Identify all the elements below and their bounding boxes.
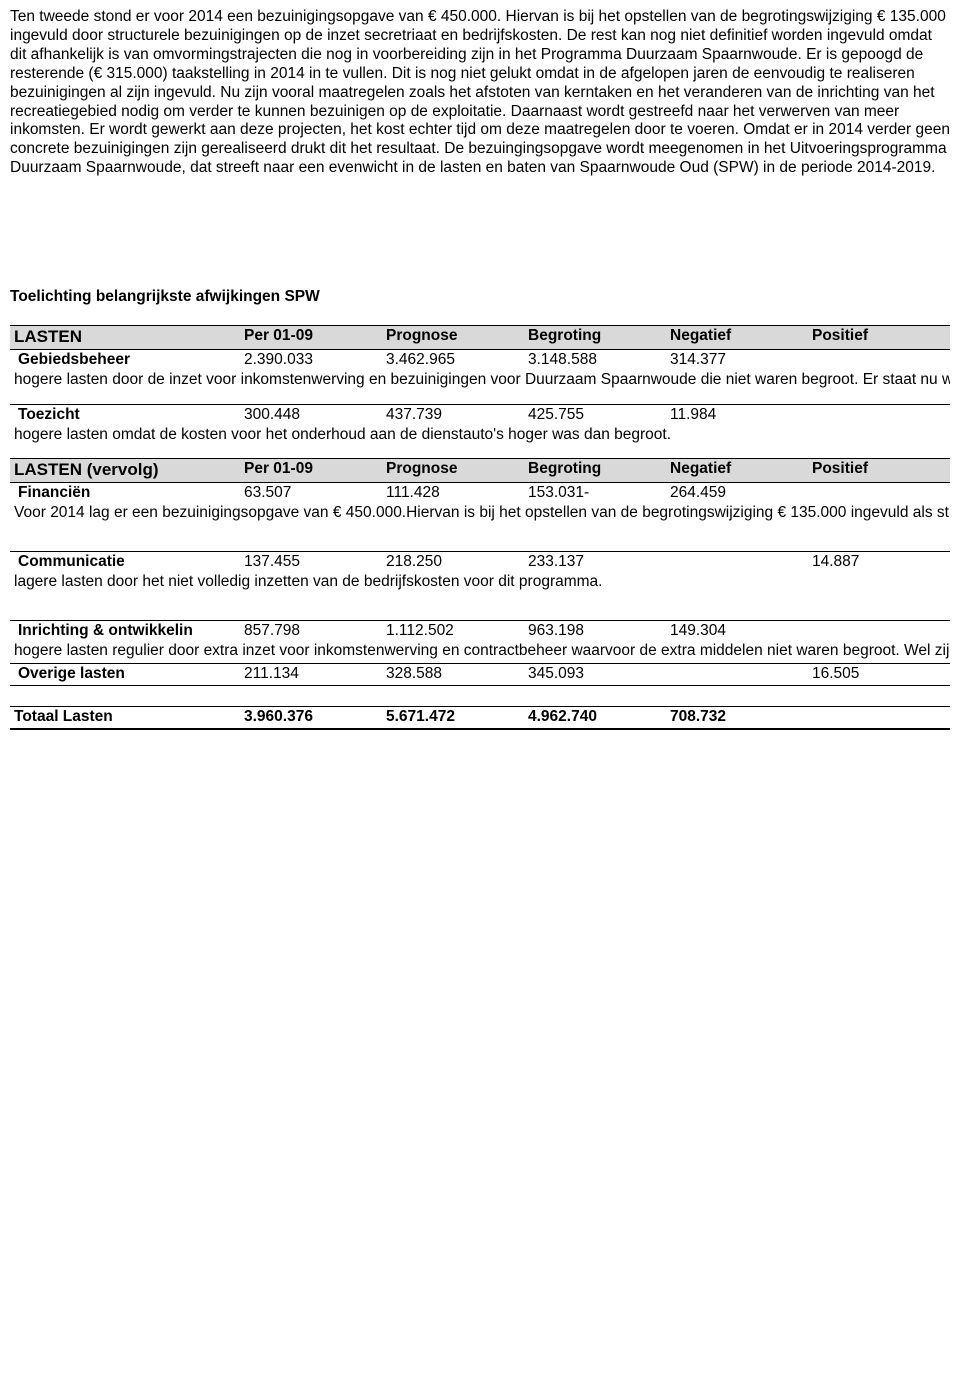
- table-row: Toezicht 300.448 437.739 425.755 11.984: [10, 404, 950, 425]
- row-value: 11.984: [666, 404, 808, 425]
- row-value: 14.887: [808, 552, 950, 573]
- table-row: Overige lasten 211.134 328.588 345.093 1…: [10, 663, 950, 685]
- row-value: 2.390.033: [240, 349, 382, 370]
- row-label: Inrichting & ontwikkelin: [10, 620, 240, 641]
- row-value: 3.462.965: [382, 349, 524, 370]
- row-value: [808, 620, 950, 641]
- note-text: hogere lasten door de inzet voor inkomst…: [10, 371, 950, 404]
- total-label: Totaal Lasten: [10, 706, 240, 728]
- hdr-label-text: LASTEN (vervolg): [14, 460, 159, 479]
- row-value: 233.137: [524, 552, 666, 573]
- row-value: 1.112.502: [382, 620, 524, 641]
- section-title: Toelichting belangrijkste afwijkingen SP…: [10, 288, 950, 307]
- row-value: 63.507: [240, 483, 382, 504]
- row-note: Voor 2014 lag er een bezuinigingsopgave …: [10, 504, 950, 551]
- hdr-col: Per 01-09: [240, 326, 382, 350]
- total-value: [808, 706, 950, 728]
- total-value: 708.732: [666, 706, 808, 728]
- row-value: 328.588: [382, 663, 524, 685]
- row-value: 963.198: [524, 620, 666, 641]
- note-text: hogere lasten regulier door extra inzet …: [10, 642, 950, 663]
- hdr-col: Prognose: [382, 459, 524, 483]
- hdr-col: Begroting: [524, 459, 666, 483]
- row-value: 218.250: [382, 552, 524, 573]
- row-value: 149.304: [666, 620, 808, 641]
- row-value: 16.505: [808, 663, 950, 685]
- spacer-row: [10, 685, 950, 706]
- row-label: Overige lasten: [10, 663, 240, 685]
- note-text: Voor 2014 lag er een bezuinigingsopgave …: [10, 504, 950, 551]
- lasten-table: LASTEN Per 01-09 Prognose Begroting Nega…: [10, 325, 950, 730]
- row-value: 857.798: [240, 620, 382, 641]
- note-text: hogere lasten omdat de kosten voor het o…: [10, 426, 950, 459]
- row-label: Financiën: [10, 483, 240, 504]
- row-label: Gebiedsbeheer: [10, 349, 240, 370]
- row-value: 153.031-: [524, 483, 666, 504]
- total-value: 4.962.740: [524, 706, 666, 728]
- table-row: Inrichting & ontwikkelin 857.798 1.112.5…: [10, 620, 950, 641]
- row-value: [666, 663, 808, 685]
- hdr-col: Positief: [808, 326, 950, 350]
- table-row: Financiën 63.507 111.428 153.031- 264.45…: [10, 483, 950, 504]
- hdr-label: LASTEN (vervolg): [10, 459, 240, 483]
- row-value: [808, 349, 950, 370]
- row-value: 264.459: [666, 483, 808, 504]
- row-value: 425.755: [524, 404, 666, 425]
- hdr-col: Prognose: [382, 326, 524, 350]
- row-value: 300.448: [240, 404, 382, 425]
- row-value: 314.377: [666, 349, 808, 370]
- table-header-1: LASTEN Per 01-09 Prognose Begroting Nega…: [10, 326, 950, 350]
- row-label: Toezicht: [10, 404, 240, 425]
- row-value: 137.455: [240, 552, 382, 573]
- row-value: [666, 552, 808, 573]
- table-header-2: LASTEN (vervolg) Per 01-09 Prognose Begr…: [10, 459, 950, 483]
- total-row: Totaal Lasten 3.960.376 5.671.472 4.962.…: [10, 706, 950, 728]
- row-note: lagere lasten door het niet volledig inz…: [10, 573, 950, 620]
- row-note: hogere lasten door de inzet voor inkomst…: [10, 371, 950, 404]
- table-row: Gebiedsbeheer 2.390.033 3.462.965 3.148.…: [10, 349, 950, 370]
- row-value: 345.093: [524, 663, 666, 685]
- hdr-label: LASTEN: [10, 326, 240, 350]
- hdr-col: Negatief: [666, 326, 808, 350]
- note-text: lagere lasten door het niet volledig inz…: [10, 573, 950, 620]
- row-label: Communicatie: [10, 552, 240, 573]
- hdr-col: Per 01-09: [240, 459, 382, 483]
- row-value: 3.148.588: [524, 349, 666, 370]
- row-value: [808, 483, 950, 504]
- row-note: hogere lasten omdat de kosten voor het o…: [10, 426, 950, 459]
- row-value: 437.739: [382, 404, 524, 425]
- row-value: 211.134: [240, 663, 382, 685]
- hdr-col: Positief: [808, 459, 950, 483]
- intro-paragraph: Ten tweede stond er voor 2014 een bezuin…: [10, 8, 950, 178]
- row-value: 111.428: [382, 483, 524, 504]
- table-row: Communicatie 137.455 218.250 233.137 14.…: [10, 552, 950, 573]
- total-value: 3.960.376: [240, 706, 382, 728]
- row-note: hogere lasten regulier door extra inzet …: [10, 642, 950, 663]
- total-value: 5.671.472: [382, 706, 524, 728]
- hdr-col: Begroting: [524, 326, 666, 350]
- row-value: [808, 404, 950, 425]
- hdr-col: Negatief: [666, 459, 808, 483]
